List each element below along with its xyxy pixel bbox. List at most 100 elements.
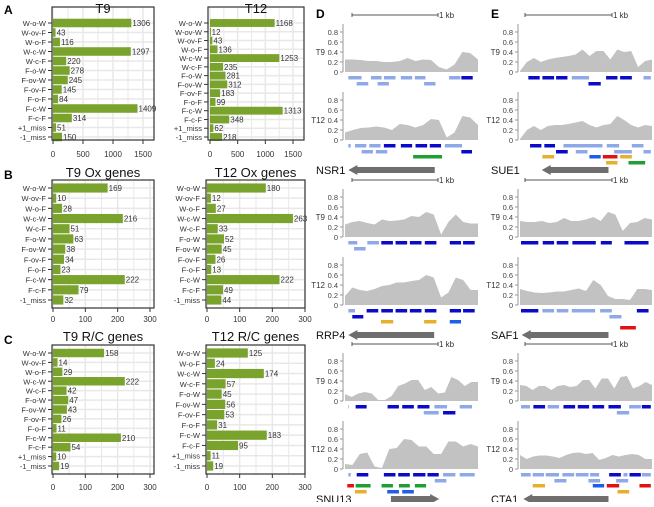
annotation-feature xyxy=(402,405,414,409)
category-label: F-ov-F xyxy=(180,89,202,98)
x-tick-label: 0 xyxy=(51,150,56,159)
x-tick-label: 300 xyxy=(143,315,157,324)
bar xyxy=(53,28,56,37)
track-label: T9 xyxy=(316,213,326,222)
y-tick-label: 0.2 xyxy=(503,387,513,396)
data-label: 169 xyxy=(109,184,123,193)
category-label: +1_miss xyxy=(18,453,46,462)
annotation-feature xyxy=(641,405,651,409)
y-tick-label: 0.2 xyxy=(503,455,513,464)
data-label: 218 xyxy=(223,133,237,142)
annotation-feature xyxy=(571,76,590,80)
annotation-feature xyxy=(542,241,555,245)
y-tick-label: 0.4 xyxy=(503,116,513,125)
scale-bar-label: 1 kb xyxy=(439,340,455,349)
bar xyxy=(53,295,64,305)
annotation-feature xyxy=(366,309,379,313)
bar xyxy=(210,89,221,98)
category-label: F-o-F xyxy=(184,98,203,107)
annotation-feature xyxy=(395,241,408,245)
bar xyxy=(53,75,68,85)
coverage-area xyxy=(345,275,478,305)
data-label: 51 xyxy=(57,124,66,133)
scale-bar-label: 1 kb xyxy=(439,11,455,20)
category-label: W-o-F xyxy=(179,204,200,213)
annotation-feature xyxy=(544,144,556,148)
y-tick-label: 0 xyxy=(509,301,513,310)
data-label: 63 xyxy=(74,235,83,244)
y-tick-label: 0.2 xyxy=(328,387,338,396)
annotation-feature xyxy=(528,76,540,80)
data-label: 216 xyxy=(124,215,138,224)
category-label: F-o-W xyxy=(25,235,47,244)
annotation-feature xyxy=(631,144,644,148)
y-tick-label: 0.6 xyxy=(503,106,513,115)
annotation-feature xyxy=(415,144,428,148)
x-tick-label: 100 xyxy=(79,315,93,324)
annotation-feature xyxy=(354,247,366,251)
annotation-feature xyxy=(402,490,414,494)
bar xyxy=(53,358,58,367)
annotation-feature xyxy=(641,473,651,477)
annotation-feature xyxy=(356,82,369,86)
data-label: 14 xyxy=(59,358,68,367)
annotation-feature xyxy=(563,144,603,148)
bar xyxy=(53,348,105,358)
panel-letter: E xyxy=(491,7,499,21)
y-tick-label: 0.4 xyxy=(503,213,513,222)
annotation-feature xyxy=(588,82,601,86)
coverage-area xyxy=(345,52,478,72)
bar xyxy=(210,133,223,141)
y-tick-label: 0.6 xyxy=(503,203,513,212)
category-label: W-c-W xyxy=(23,48,47,57)
data-label: 245 xyxy=(69,76,83,85)
annotation-feature xyxy=(356,473,369,477)
annotation-feature xyxy=(575,150,588,154)
data-label: 12 xyxy=(212,194,221,203)
bar xyxy=(210,19,275,27)
data-label: 183 xyxy=(268,431,282,440)
x-tick-label: 100 xyxy=(233,315,247,324)
y-tick-label: 0.8 xyxy=(328,425,338,434)
bar xyxy=(207,440,239,451)
x-tick-label: 200 xyxy=(111,483,125,492)
coverage-area xyxy=(520,280,652,305)
bar xyxy=(53,85,62,94)
bar xyxy=(207,295,222,305)
panel-letter: B xyxy=(4,168,13,182)
bar xyxy=(53,47,131,56)
annotation-feature xyxy=(624,241,649,245)
category-label: F-ov-F xyxy=(178,411,200,420)
annotation-feature xyxy=(414,76,426,80)
data-label: 158 xyxy=(105,349,119,358)
data-label: 1253 xyxy=(280,54,298,63)
category-label: W-ov-F xyxy=(178,37,203,46)
annotation-feature xyxy=(449,309,462,313)
bar xyxy=(53,132,62,142)
y-tick-label: 0.8 xyxy=(503,357,513,366)
category-label: W-c-W xyxy=(23,377,47,386)
data-label: 99 xyxy=(216,98,225,107)
gene-name-label: SAF1 xyxy=(491,330,519,342)
annotation-feature xyxy=(355,405,367,409)
annotation-feature xyxy=(620,326,636,330)
track-label: T12 xyxy=(311,281,325,290)
y-tick-label: 0.6 xyxy=(328,367,338,376)
category-label: W-o-F xyxy=(179,359,200,368)
bar xyxy=(210,124,214,133)
category-label: +1_miss xyxy=(18,124,46,133)
category-label: W-c-F xyxy=(26,225,47,234)
annotation-feature xyxy=(413,155,443,159)
data-label: 235 xyxy=(224,63,238,72)
data-label: 222 xyxy=(126,377,140,386)
chart-title: T9 xyxy=(95,1,110,16)
annotation-feature xyxy=(616,411,630,415)
annotation-feature xyxy=(547,405,560,409)
annotation-feature xyxy=(588,479,601,483)
data-label: 26 xyxy=(216,255,225,264)
bar xyxy=(210,27,211,36)
category-label: F-c-W xyxy=(180,276,201,285)
category-label: F-c-F xyxy=(182,441,200,450)
bar xyxy=(207,213,293,224)
y-tick-label: 0 xyxy=(334,233,338,242)
